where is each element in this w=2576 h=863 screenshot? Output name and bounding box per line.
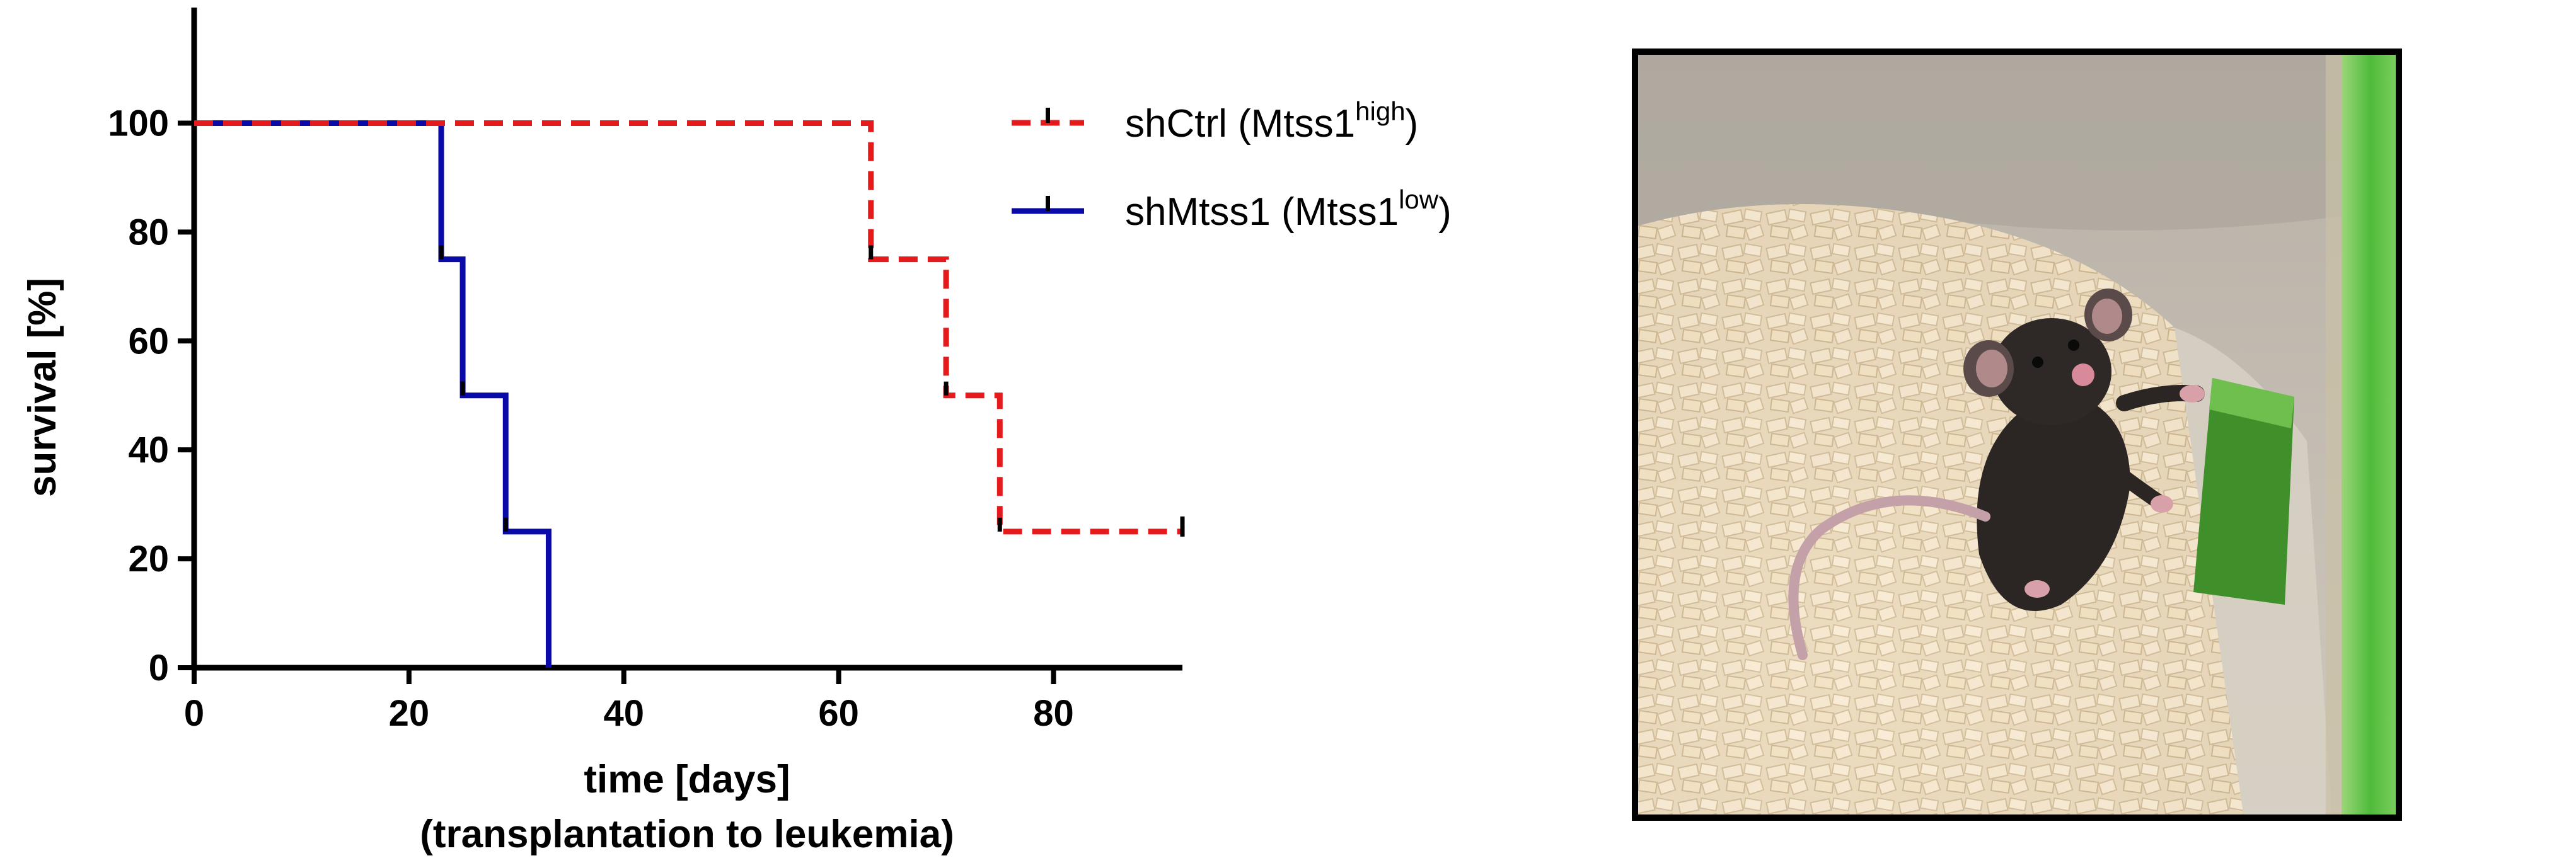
legend: shCtrl (Mtss1high) shMtss1 (Mtss1low) <box>1012 96 1452 234</box>
y-tick-label: 60 <box>128 321 169 362</box>
y-tick-label: 100 <box>108 103 169 144</box>
axes: 0 20 40 60 80 0 20 40 60 80 100 <box>108 8 1182 734</box>
y-tick-label: 0 <box>149 648 169 689</box>
y-tick-label: 40 <box>128 430 169 471</box>
y-tick-label: 80 <box>128 212 169 253</box>
series-layer <box>194 120 1185 668</box>
legend-label-shmtss1-mtss1: shMtss1 (Mtss1low) <box>1125 185 1452 234</box>
x-axis-subtitle: (transplantation to leukemia) <box>420 813 954 856</box>
y-axis-title: survival [%] <box>21 278 64 497</box>
series-line-shctrl-mtss1 <box>194 120 1182 535</box>
y-tick-label: 20 <box>128 539 169 580</box>
x-tick-label: 80 <box>1033 693 1074 734</box>
x-tick-label: 60 <box>818 693 859 734</box>
legend-label-shctrl-mtss1: shCtrl (Mtss1high) <box>1125 96 1418 146</box>
x-tick-label: 20 <box>389 693 430 734</box>
x-tick-label: 40 <box>603 693 644 734</box>
black-mouse-in-cage-photo <box>1632 49 2402 821</box>
series-line-shmtss1-mtss1 <box>194 120 552 668</box>
x-tick-label: 0 <box>184 693 204 734</box>
survival-chart: 0 20 40 60 80 0 20 40 60 80 100 shCtrl (Mtss1high)… <box>21 8 1452 856</box>
x-axis-title: time [days] <box>584 758 790 801</box>
